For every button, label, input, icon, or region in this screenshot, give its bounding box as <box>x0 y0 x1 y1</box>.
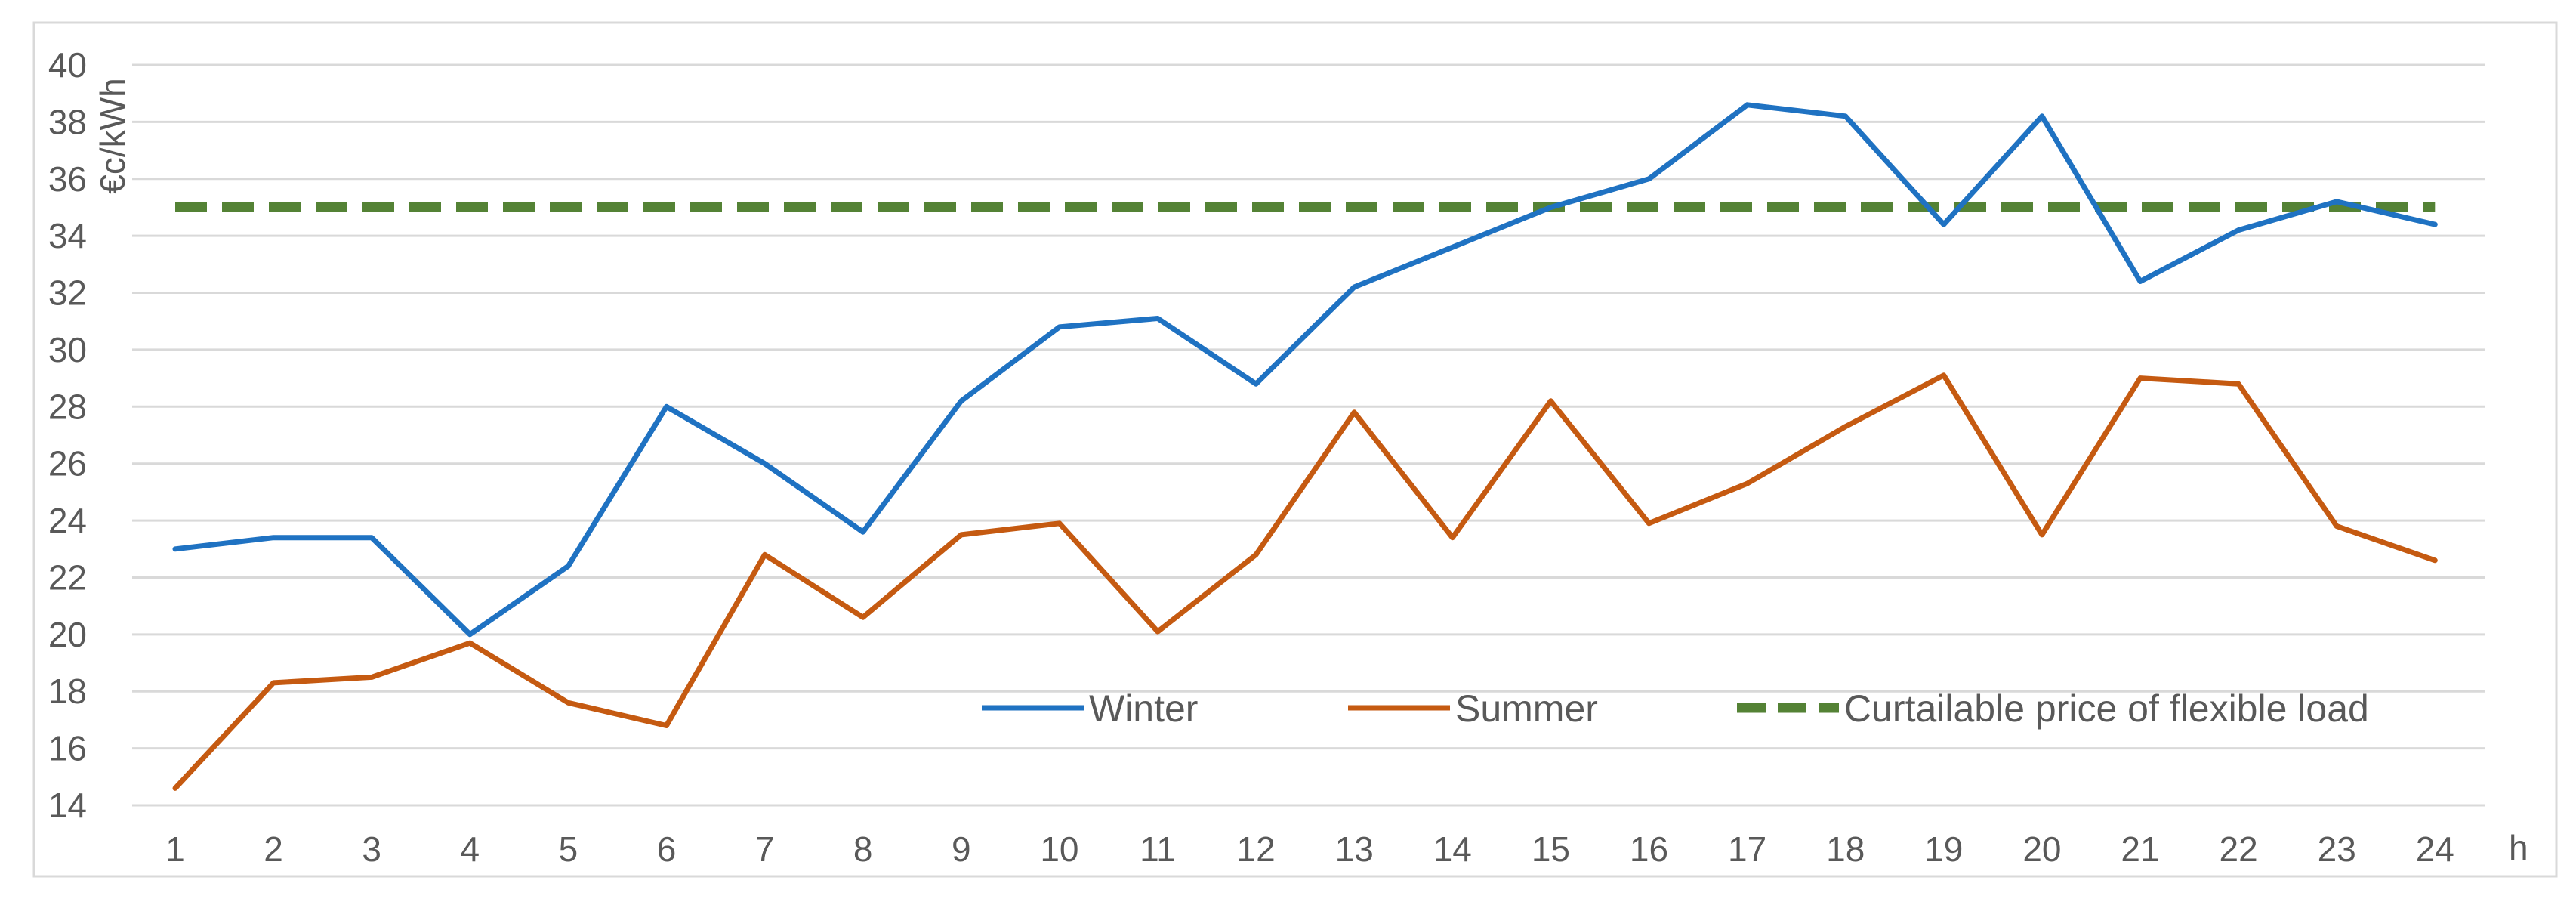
x-tick-label-15: 15 <box>1532 829 1570 869</box>
legend-label-winter: Winter <box>1089 687 1198 730</box>
x-tick-label-16: 16 <box>1630 829 1668 869</box>
x-tick-label-9: 9 <box>952 829 971 869</box>
x-tick-label-18: 18 <box>1826 829 1865 869</box>
x-tick-label-2: 2 <box>264 829 283 869</box>
y-tick-label-16: 16 <box>48 729 87 768</box>
x-tick-label-6: 6 <box>657 829 677 869</box>
x-tick-label-22: 22 <box>2220 829 2258 869</box>
y-tick-label-38: 38 <box>48 102 87 141</box>
y-tick-label-32: 32 <box>48 273 87 313</box>
x-tick-label-12: 12 <box>1237 829 1276 869</box>
y-tick-label-14: 14 <box>48 786 87 825</box>
series-lines <box>172 102 2438 791</box>
x-tick-label-8: 8 <box>853 829 873 869</box>
x-tick-label-3: 3 <box>362 829 381 869</box>
y-axis-ticks: 14 16 18 20 22 24 26 28 30 32 34 36 38 40 <box>48 45 87 825</box>
y-tick-label-24: 24 <box>48 501 87 540</box>
legend: Winter Summer Curtailable price of flexibl… <box>982 687 2369 730</box>
x-tick-label-4: 4 <box>461 829 480 869</box>
x-tick-label-13: 13 <box>1335 829 1374 869</box>
series-line-summer <box>172 372 2438 791</box>
y-tick-label-26: 26 <box>48 444 87 483</box>
x-tick-label-20: 20 <box>2022 829 2061 869</box>
x-tick-label-21: 21 <box>2121 829 2159 869</box>
x-tick-label-7: 7 <box>755 829 775 869</box>
x-axis-ticks: 1 2 3 4 5 6 7 8 9 10 11 12 13 14 15 16 17 18 19 20 21 22 23 24 <box>165 829 2454 869</box>
legend-label-curtailable-price-of-flexible-load: Curtailable price of flexible load <box>1844 687 2369 730</box>
y-tick-label-22: 22 <box>48 557 87 597</box>
y-tick-label-20: 20 <box>48 615 87 654</box>
x-tick-label-10: 10 <box>1040 829 1078 869</box>
x-tick-label-24: 24 <box>2416 829 2454 869</box>
x-tick-label-5: 5 <box>559 829 578 869</box>
x-tick-label-17: 17 <box>1728 829 1766 869</box>
x-tick-label-19: 19 <box>1924 829 1963 869</box>
y-tick-label-36: 36 <box>48 159 87 199</box>
x-axis-title: h <box>2509 828 2528 867</box>
chart-frame <box>32 21 2558 878</box>
y-tick-label-18: 18 <box>48 672 87 711</box>
x-tick-label-11: 11 <box>1140 829 1176 869</box>
series-line-winter <box>172 102 2438 638</box>
legend-label-summer: Summer <box>1455 687 1598 730</box>
y-tick-label-40: 40 <box>48 45 87 85</box>
x-tick-label-23: 23 <box>2318 829 2356 869</box>
y-tick-label-30: 30 <box>48 330 87 369</box>
x-tick-label-1: 1 <box>165 829 185 869</box>
x-tick-label-14: 14 <box>1433 829 1472 869</box>
y-axis-title: €c/kWh <box>93 78 132 193</box>
gridlines <box>132 63 2485 807</box>
y-tick-label-28: 28 <box>48 387 87 426</box>
y-tick-label-34: 34 <box>48 216 87 255</box>
